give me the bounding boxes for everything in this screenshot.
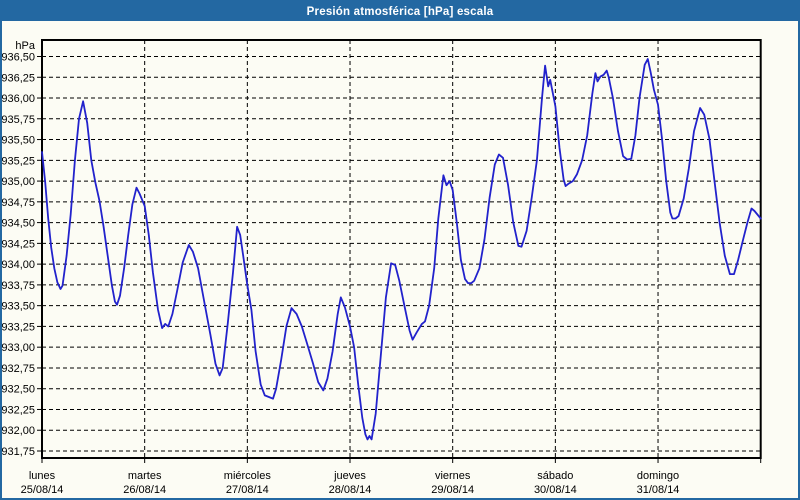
- x-day-label: viernes: [435, 470, 471, 482]
- y-tick-label: 933,25: [2, 321, 35, 333]
- x-day-label: jueves: [333, 470, 366, 482]
- y-tick-label: 932,50: [2, 384, 35, 396]
- pressure-series-line: [41, 58, 762, 441]
- x-day-label: martes: [128, 470, 162, 482]
- x-date-label: 25/08/14: [21, 484, 64, 496]
- y-axis-unit-label: hPa: [15, 40, 35, 52]
- y-tick-label: 931,75: [2, 446, 35, 458]
- x-date-label: 31/08/14: [637, 484, 680, 496]
- x-date-label: 29/08/14: [431, 484, 474, 496]
- y-tick-label: 935,50: [2, 135, 35, 147]
- chart-content: 936,50 936,25 936,00 935,75 935,50 935,25 935,…: [2, 21, 798, 498]
- y-tick-label: 933,50: [2, 301, 35, 313]
- y-tick-label: 933,75: [2, 280, 35, 292]
- x-date-label: 28/08/14: [329, 484, 372, 496]
- y-tick-label: 936,00: [2, 93, 35, 105]
- y-tick-label: 935,75: [2, 114, 35, 126]
- y-tick-label: 935,00: [2, 176, 35, 188]
- x-day-label: lunes: [29, 470, 56, 482]
- y-tick-label: 932,25: [2, 404, 35, 416]
- x-day-label: sábado: [537, 470, 573, 482]
- y-tick-label: 932,75: [2, 363, 35, 375]
- window-title: Presión atmosférica [hPa] escala: [306, 5, 494, 18]
- x-day-label: miércoles: [224, 470, 272, 482]
- y-tick-label: 935,25: [2, 155, 35, 167]
- y-tick-label: 934,00: [2, 259, 35, 271]
- y-tick-label: 934,75: [2, 197, 35, 209]
- y-tick-label: 934,25: [2, 238, 35, 250]
- y-tick-label: 936,25: [2, 72, 35, 84]
- y-tick-label: 932,00: [2, 425, 35, 437]
- x-day-label: domingo: [637, 470, 679, 482]
- plot-frame: [41, 39, 762, 459]
- window-titlebar: Presión atmosférica [hPa] escala: [2, 2, 798, 21]
- x-date-label: 27/08/14: [226, 484, 269, 496]
- y-tick-label: 936,50: [2, 52, 35, 64]
- y-tick-label: 934,50: [2, 218, 35, 230]
- x-date-label: 30/08/14: [534, 484, 577, 496]
- pressure-chart: 936,50 936,25 936,00 935,75 935,50 935,25 935,…: [2, 39, 762, 496]
- y-tick-label: 933,00: [2, 342, 35, 354]
- x-date-label: 26/08/14: [123, 484, 166, 496]
